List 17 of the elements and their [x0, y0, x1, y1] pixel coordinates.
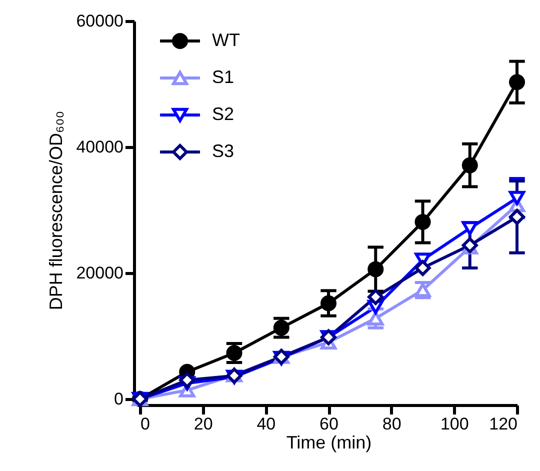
y-tick-label: 40000	[76, 138, 124, 156]
x-tick-label: 0	[140, 414, 150, 434]
y-tick-label: 0	[114, 390, 124, 408]
legend-label: WT	[212, 30, 240, 50]
legend-label: S2	[212, 104, 234, 124]
y-tick-label: 20000	[76, 264, 124, 282]
legend-label: S3	[212, 141, 234, 161]
y-axis-title: DPH fluorescence/OD₆₀₀	[46, 110, 66, 310]
x-tick-label: 80	[382, 414, 402, 434]
x-tick-label: 60	[320, 414, 338, 434]
x-axis-title: Time (min)	[286, 432, 372, 452]
x-tick-label: 20	[194, 414, 213, 434]
x-tick-label: 100	[440, 414, 469, 434]
legend-label: S1	[212, 67, 234, 87]
x-tick-label: 120	[489, 414, 518, 434]
y-tick-label: 60000	[76, 12, 124, 30]
x-tick-label: 40	[256, 414, 276, 434]
